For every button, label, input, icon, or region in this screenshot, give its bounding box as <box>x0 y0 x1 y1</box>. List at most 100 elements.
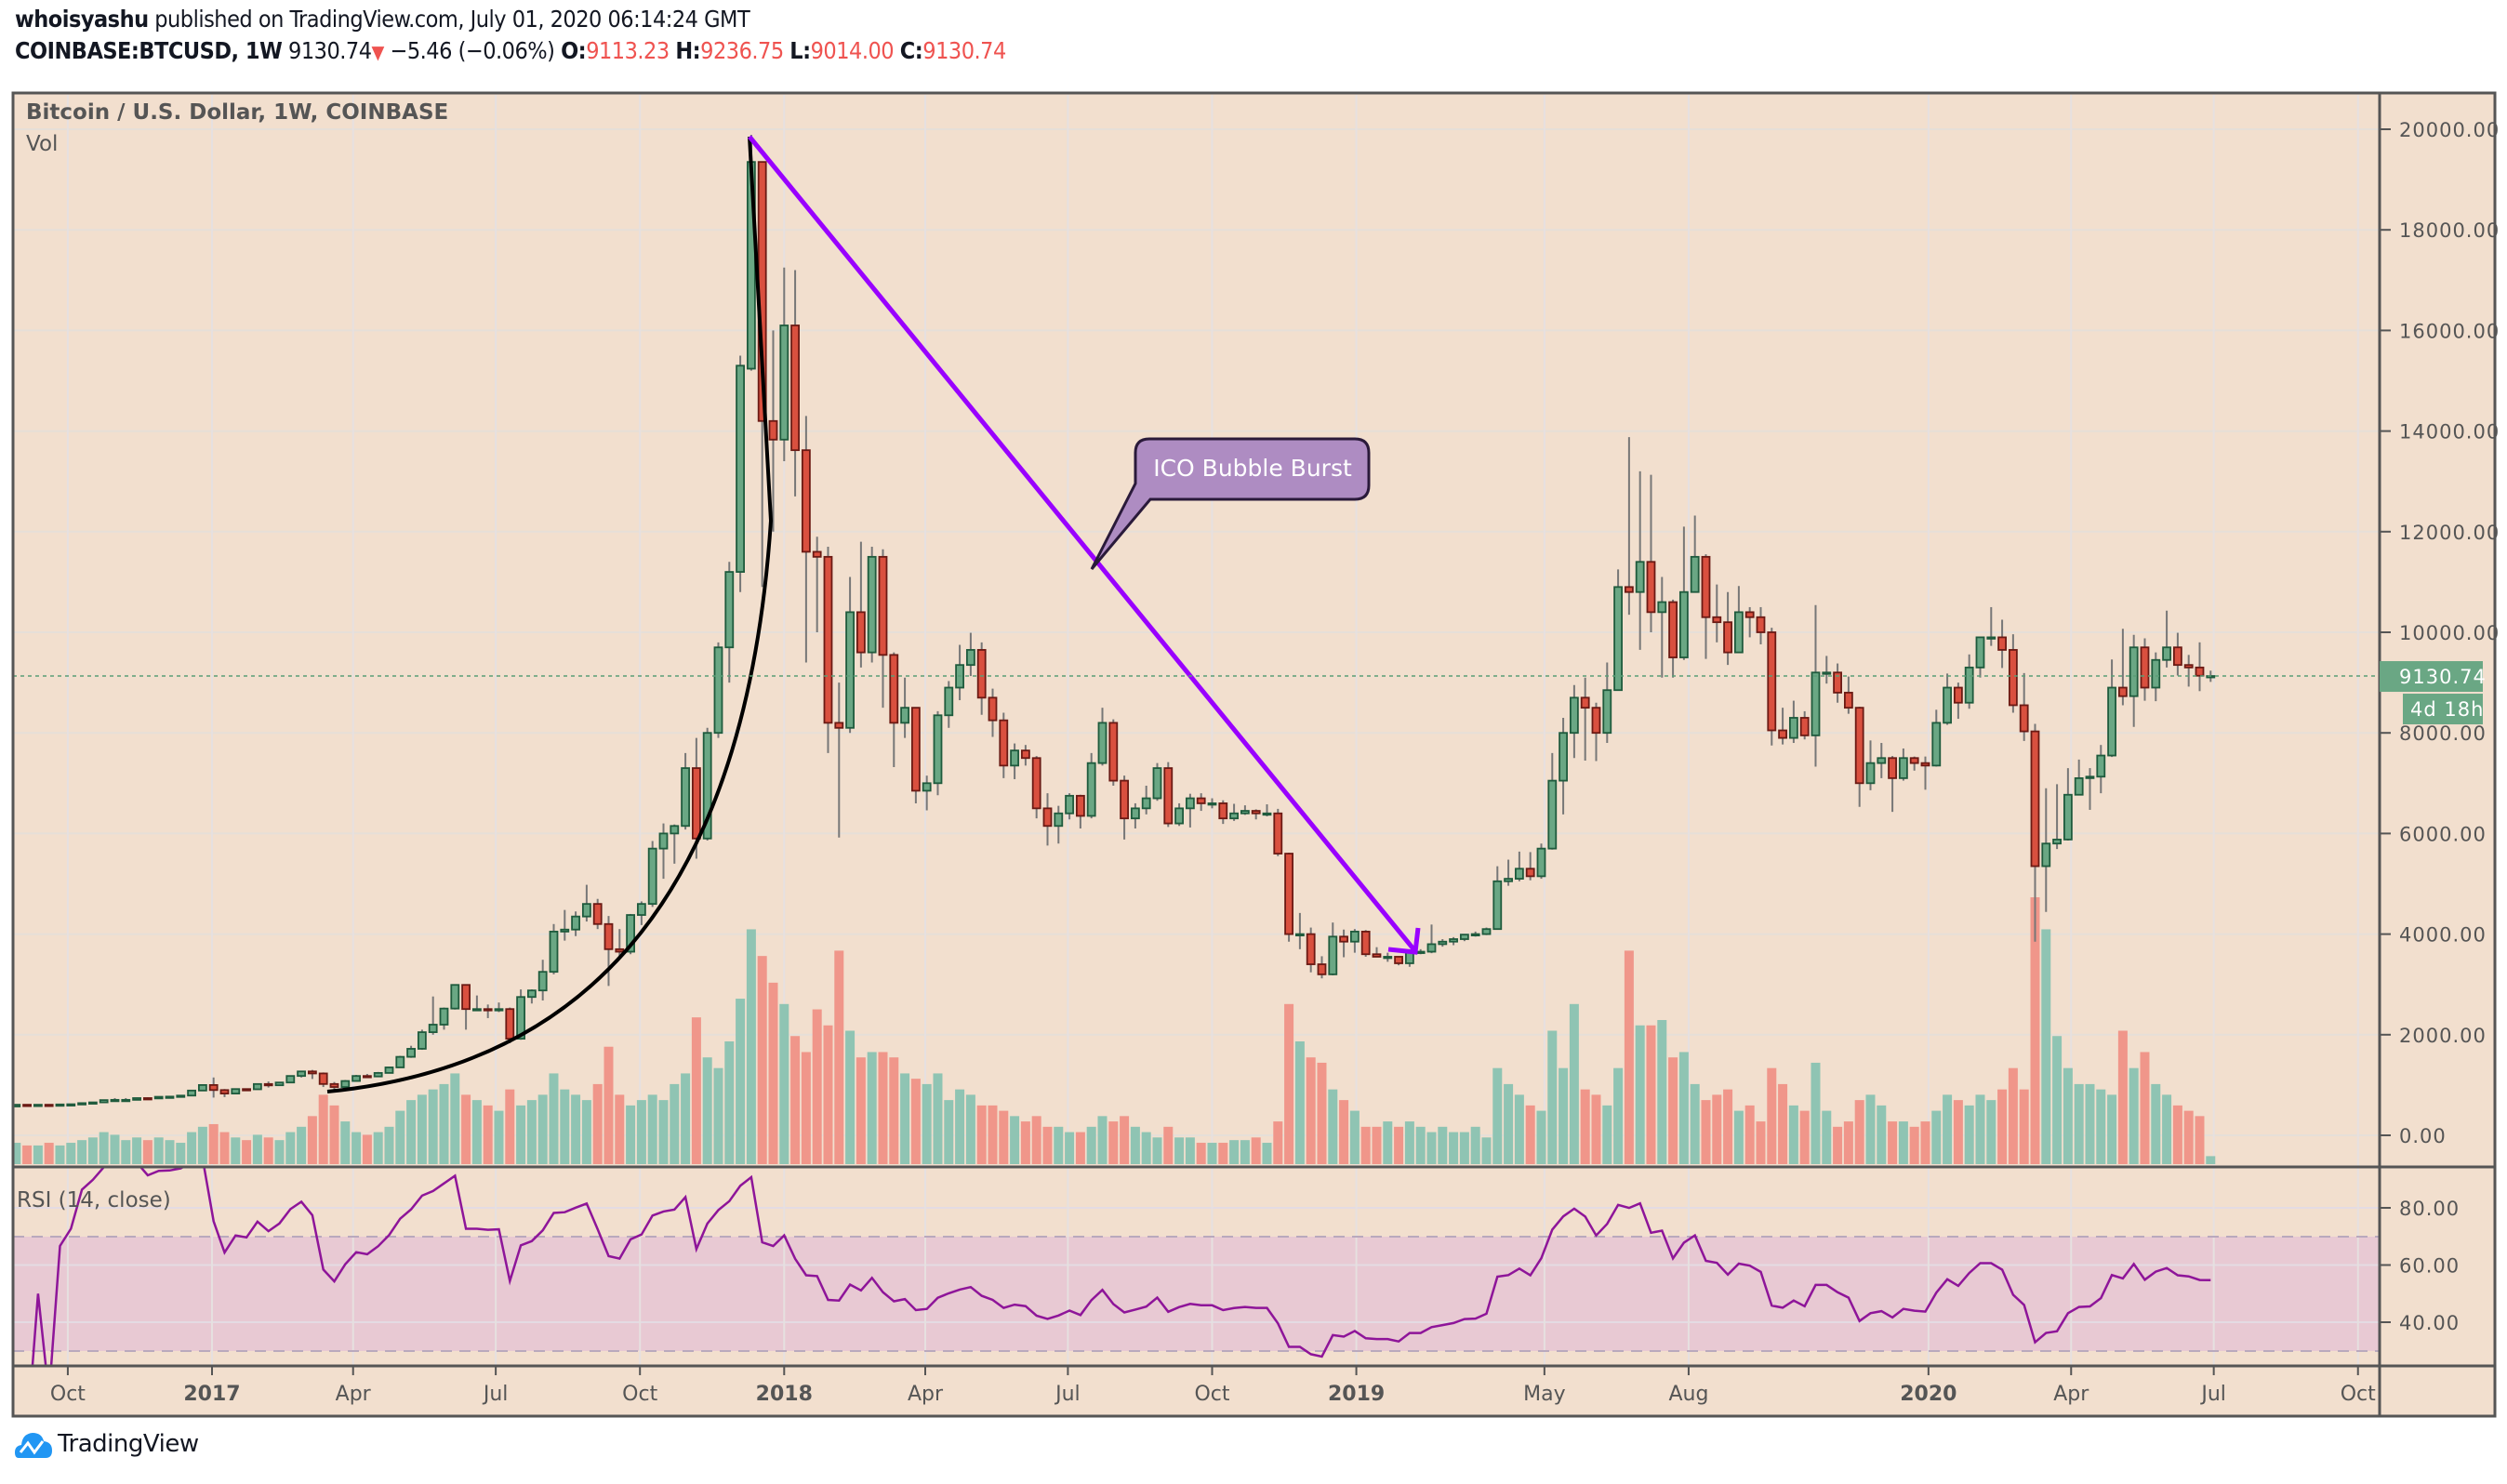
time-tick-label: Oct <box>622 1383 657 1406</box>
candle-body <box>1449 938 1458 943</box>
volume-bar <box>1185 1137 1195 1164</box>
candle-body <box>373 1072 383 1078</box>
volume-bar <box>2063 1067 2073 1164</box>
candle-body <box>1843 692 1853 709</box>
volume-bar <box>1690 1083 1700 1164</box>
volume-bar <box>1854 1100 1864 1164</box>
candle-body <box>318 1072 328 1085</box>
candle-body <box>2085 775 2095 779</box>
volume-bar <box>1569 1003 1579 1164</box>
candle-body <box>219 1089 230 1094</box>
candle-body <box>1251 810 1261 815</box>
volume-bar <box>274 1140 285 1164</box>
candle-body <box>2052 838 2062 845</box>
volume-bar <box>1811 1062 1821 1164</box>
candle-body <box>263 1082 273 1087</box>
candle-body <box>922 782 932 792</box>
volume-bar <box>801 1052 811 1164</box>
volume-bar <box>1843 1121 1853 1164</box>
candle-body <box>13 1104 21 1107</box>
volume-bar <box>395 1110 405 1164</box>
tradingview-logo[interactable]: TradingView <box>15 1428 199 1460</box>
volume-label[interactable]: Vol <box>26 132 58 156</box>
publisher-name[interactable]: whoisyashu <box>15 6 149 33</box>
candle-body <box>1120 779 1129 820</box>
price-tick-label: 16000.00 <box>2399 320 2500 342</box>
down-arrow-icon: ▼ <box>371 41 385 63</box>
volume-bar <box>670 1083 680 1164</box>
price-tick-label: 2000.00 <box>2399 1025 2487 1047</box>
candle-body <box>285 1075 296 1084</box>
candle-body <box>44 1104 54 1107</box>
candle-body <box>889 654 899 724</box>
volume-bar <box>22 1145 33 1164</box>
candle-body <box>384 1067 394 1074</box>
volume-bar <box>1196 1143 1206 1164</box>
callout-ico-bubble-burst[interactable]: ICO Bubble Burst <box>1090 437 1371 570</box>
candle-body <box>1767 631 1777 732</box>
volume-bar <box>2008 1067 2018 1164</box>
trend-line-drawing[interactable] <box>748 135 1417 953</box>
candle-body <box>1031 757 1041 810</box>
parabolic-curve-drawing[interactable] <box>326 136 774 1093</box>
time-tick-label: May <box>1523 1383 1565 1406</box>
candle-body <box>165 1095 175 1099</box>
last-price-label: 9130.74 4d 18h <box>2380 661 2486 725</box>
candle-body <box>274 1081 285 1087</box>
candle-body <box>933 714 943 785</box>
symbol: COINBASE:BTCUSD, 1W <box>15 37 283 64</box>
candle-body <box>1678 590 1689 658</box>
volume-bar <box>1438 1126 1448 1164</box>
candle-body <box>1733 611 1744 654</box>
open-label: O: <box>561 37 587 64</box>
candle-body <box>22 1104 32 1107</box>
candle-body <box>1701 555 1711 618</box>
candle-body <box>1920 762 1930 767</box>
volume-bar <box>1360 1126 1371 1164</box>
candle-body <box>626 914 635 953</box>
candle-body <box>55 1103 65 1107</box>
volume-bar <box>1646 1025 1656 1164</box>
volume-bar <box>1613 1067 1624 1164</box>
chart-title: Bitcoin / U.S. Dollar, 1W, COINBASE <box>26 100 448 125</box>
rsi-label[interactable]: RSI (14, close) <box>17 1188 171 1212</box>
time-tick-label: Jul <box>482 1383 509 1406</box>
candle-body <box>461 984 471 1011</box>
volume-bar <box>933 1073 943 1164</box>
volume-bar <box>1163 1126 1174 1164</box>
volume-bar <box>1888 1121 1898 1164</box>
candle-body <box>965 649 975 667</box>
volume-bar <box>2096 1089 2106 1164</box>
candle-body <box>352 1075 361 1082</box>
candle-body <box>1997 636 2007 651</box>
published-text: published on TradingView.com, July 01, 2… <box>154 6 750 33</box>
candle-body <box>736 364 745 573</box>
candle-body <box>1349 930 1360 943</box>
rsi-axis[interactable]: 40.00 60.00 80.00 <box>2380 1198 2460 1334</box>
candle-body <box>1580 696 1590 709</box>
candle-body <box>1811 671 1821 736</box>
candle-body <box>1657 601 1667 614</box>
volume-bar <box>417 1094 427 1164</box>
candle-body <box>1054 812 1064 828</box>
candle-body <box>549 930 559 974</box>
volume-bar <box>1086 1126 1096 1164</box>
volume-bar <box>999 1110 1009 1164</box>
volume-bar <box>2074 1083 2084 1164</box>
candle-body <box>2195 666 2205 677</box>
candle-body <box>1328 935 1338 975</box>
time-axis[interactable]: Oct 2017 Apr Jul Oct 2018 Apr Jul Oct 2019 May Aug 2… <box>50 1366 2376 1406</box>
volume-bar <box>471 1100 482 1164</box>
candle-body <box>790 325 800 452</box>
volume-bar <box>263 1137 273 1164</box>
candle-body <box>362 1075 372 1079</box>
volume-bar <box>1273 1121 1283 1164</box>
candle-body <box>176 1094 186 1098</box>
candle-body <box>494 1008 504 1012</box>
volume-bar <box>2030 897 2040 1164</box>
candle-body <box>1690 555 1700 593</box>
candle-body <box>1163 767 1174 825</box>
price-axis[interactable]: 0.00 2000.00 4000.00 6000.00 8000.00 10000.00… <box>2380 119 2500 1147</box>
rsi-tick-label: 40.00 <box>2399 1312 2460 1334</box>
